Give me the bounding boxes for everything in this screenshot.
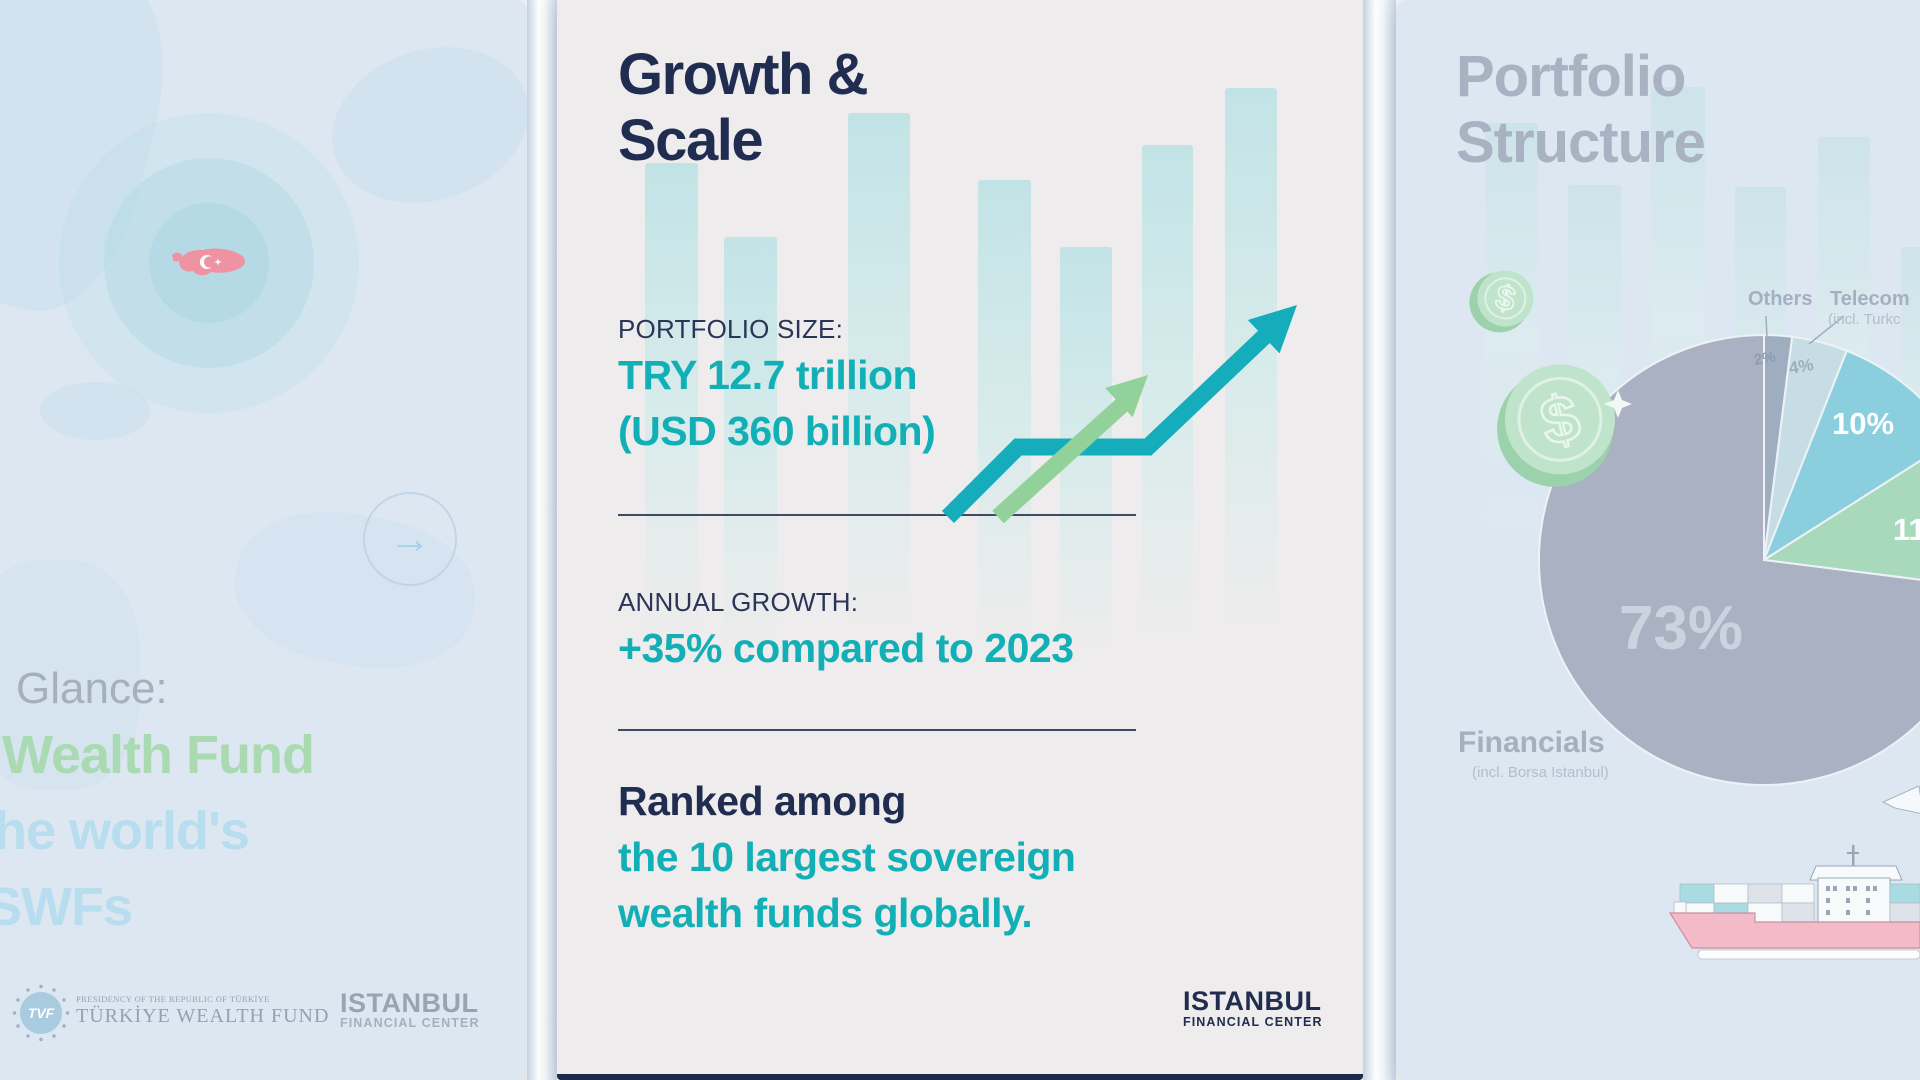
divider-line xyxy=(618,729,1136,731)
decor-bar xyxy=(1485,123,1538,603)
slide-footer-strip xyxy=(557,1074,1363,1080)
slide-title: Portfolio Structure xyxy=(1456,44,1706,176)
decor-bar xyxy=(1060,247,1112,707)
leader-line-telecom xyxy=(1808,315,1845,345)
turkey-map-icon xyxy=(172,248,245,276)
ranked-line2: the 10 largest sovereign xyxy=(618,834,1076,880)
slide-title-line2: Structure xyxy=(1456,110,1706,175)
portfolio-size-try: TRY 12.7 trillion xyxy=(618,352,918,398)
slide-growth-scale: Growth & Scale PORTFOLIO SIZE: TRY 12.7 … xyxy=(557,0,1363,1080)
right-arrow-icon: → xyxy=(389,515,431,562)
pie-value-11: 11 xyxy=(1893,512,1920,547)
slide-title-line1: Portfolio xyxy=(1456,44,1686,109)
ranked-line3: wealth funds globally. xyxy=(618,890,1033,936)
pie-label-others: Others xyxy=(1748,288,1813,310)
small-dollar-coin-icon: $ xyxy=(1469,270,1534,333)
pie-value-10: 10% xyxy=(1832,406,1895,441)
slide-gap xyxy=(527,0,557,1080)
slide-gap xyxy=(1363,0,1396,1080)
leader-line-others xyxy=(1765,315,1768,339)
ranked-intro: Ranked among xyxy=(618,778,906,824)
plane-fragment-icon xyxy=(1881,785,1920,814)
headline-swfs: SWFs xyxy=(0,877,133,937)
annual-growth-label: ANNUAL GROWTH: xyxy=(618,587,859,617)
pie-label-telecom-sub: (incl. Turkc xyxy=(1828,311,1901,328)
ifc-logo-center-name: ISTANBUL xyxy=(1183,986,1322,1016)
ifc-logo-center-subtitle: FINANCIAL CENTER xyxy=(1183,1015,1323,1029)
pie-value-73: 73% xyxy=(1618,594,1744,663)
sparkle-icon xyxy=(1604,390,1632,418)
decor-bar xyxy=(1225,88,1277,703)
decor-bar xyxy=(645,163,698,703)
portfolio-illustration: $ $ xyxy=(1469,270,1920,960)
map-landmass xyxy=(40,382,150,440)
pie-label-financials: Financials xyxy=(1458,726,1605,759)
slide-title: Growth & Scale xyxy=(618,42,868,174)
headline-wealth-fund: Wealth Fund xyxy=(2,725,315,785)
slide-portfolio-structure: Portfolio Structure $ xyxy=(1396,0,1920,1080)
ifc-logo-left-subtitle: FINANCIAL CENTER xyxy=(340,1016,480,1030)
growth-arrows-icon xyxy=(941,305,1297,524)
slide-title-line1: Growth & xyxy=(618,42,868,107)
tvf-emblem-icon: TVF xyxy=(12,984,70,1042)
map-landmass xyxy=(311,22,527,228)
turkiye-wealth-fund-logo: TÜRKİYE WEALTH FUND xyxy=(76,1005,330,1027)
portfolio-size-label: PORTFOLIO SIZE: xyxy=(618,314,844,344)
presidency-text: PRESIDENCY OF THE REPUBLIC OF TÜRKİYE xyxy=(76,994,270,1004)
tvf-monogram: TVF xyxy=(28,1005,55,1021)
portfolio-pie-chart xyxy=(1538,333,1920,786)
pie-label-telecom: Telecom xyxy=(1830,288,1910,310)
big-dollar-coin-icon: $ xyxy=(1497,364,1615,487)
portfolio-size-usd: (USD 360 billion) xyxy=(618,408,936,454)
ifc-logo-left-name: ISTANBUL xyxy=(340,988,479,1018)
decor-bar xyxy=(724,237,777,707)
divider-line xyxy=(618,514,1136,516)
decor-bar xyxy=(848,113,910,703)
map-landmass xyxy=(0,560,140,790)
pie-value-4: 4% xyxy=(1787,355,1815,378)
cargo-ship-icon xyxy=(1668,845,1920,960)
glance-heading-fragment: Glance: xyxy=(16,664,168,713)
slide-title-line2: Scale xyxy=(618,108,764,173)
slide-glance: → Glance: Wealth Fund he world's SWFs TV… xyxy=(0,0,527,1080)
headline-worlds: he world's xyxy=(0,801,250,861)
pie-label-financials-sub: (incl. Borsa Istanbul) xyxy=(1472,764,1609,781)
annual-growth-value: +35% compared to 2023 xyxy=(618,625,1074,671)
next-slide-button[interactable]: → xyxy=(363,492,457,586)
